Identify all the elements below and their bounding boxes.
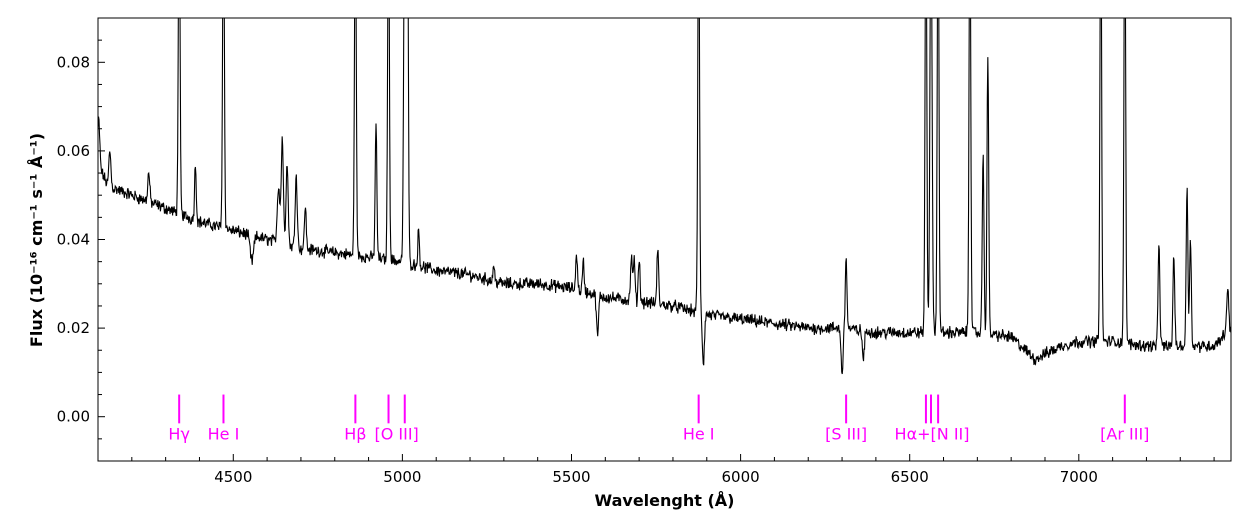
y-tick-label: 0.08 bbox=[57, 53, 90, 71]
line-marker-label: He I bbox=[683, 425, 715, 444]
y-axis-ticks: 0.00 0.02 0.04 0.06 0.08 bbox=[57, 17, 105, 462]
line-marker-label: He I bbox=[208, 425, 240, 444]
spectrum-line bbox=[98, 18, 1231, 375]
line-marker-label: [S III] bbox=[825, 425, 867, 444]
line-marker-label: Hγ bbox=[168, 425, 190, 444]
x-axis-label: Wavelenght (Å) bbox=[595, 491, 735, 510]
x-tick-label: 5000 bbox=[383, 468, 421, 486]
x-tick-label: 6500 bbox=[891, 468, 929, 486]
x-axis-ticks: 4500 5000 5500 6000 6500 7000 bbox=[97, 454, 1215, 486]
line-marker-group: He I bbox=[683, 394, 715, 444]
line-marker-group: [S III] bbox=[825, 394, 867, 444]
line-marker-group: Hβ bbox=[344, 394, 367, 444]
line-marker-label: [O III] bbox=[374, 425, 418, 444]
line-marker-group: [Ar III] bbox=[1100, 394, 1149, 444]
x-tick-label: 4500 bbox=[214, 468, 252, 486]
plot-area bbox=[98, 18, 1231, 375]
y-tick-label: 0.00 bbox=[57, 408, 90, 426]
x-tick-label: 6000 bbox=[722, 468, 760, 486]
line-marker-group: Hα+[N II] bbox=[895, 394, 970, 444]
line-marker-label: Hα+[N II] bbox=[895, 425, 970, 444]
y-axis-label: Flux (10⁻¹⁶ cm⁻¹ s⁻¹ Å⁻¹) bbox=[27, 133, 46, 347]
line-marker-group: He I bbox=[208, 394, 240, 444]
line-marker-label: Hβ bbox=[344, 425, 366, 444]
y-tick-label: 0.02 bbox=[57, 319, 90, 337]
emission-line-markers: Hγ He I Hβ [O III] He I [S III] Hα+[N II] [Ar I… bbox=[168, 394, 1149, 444]
y-tick-label: 0.04 bbox=[57, 231, 90, 249]
plot-frame bbox=[97, 17, 1232, 462]
x-tick-label: 7000 bbox=[1060, 468, 1098, 486]
line-marker-group: Hγ bbox=[168, 394, 190, 444]
x-tick-label: 5500 bbox=[552, 468, 590, 486]
line-marker-label: [Ar III] bbox=[1100, 425, 1149, 444]
line-marker-group: [O III] bbox=[374, 394, 419, 444]
y-tick-label: 0.06 bbox=[57, 142, 90, 160]
